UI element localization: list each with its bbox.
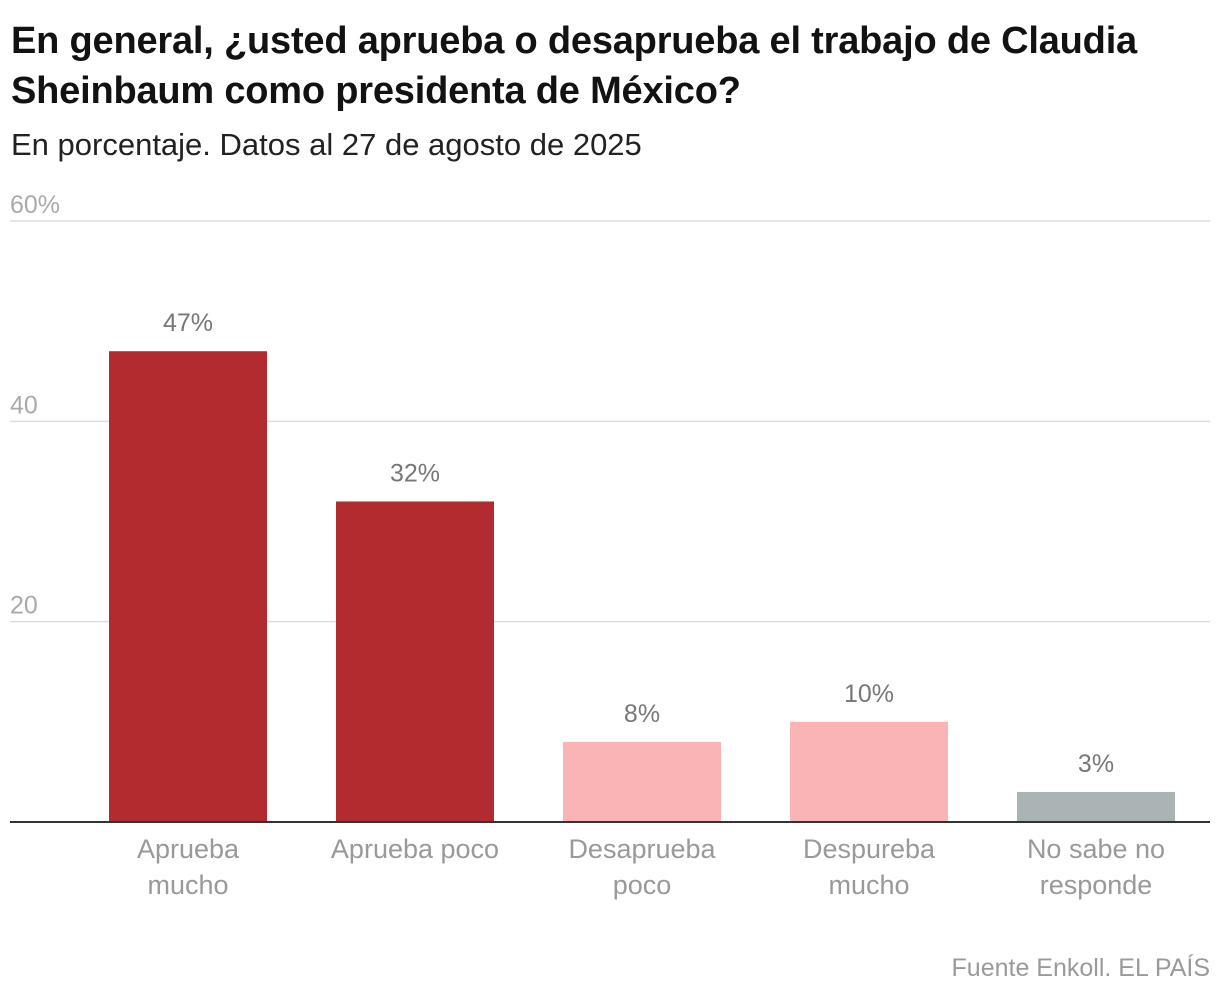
bar bbox=[563, 741, 721, 822]
source-note: Fuente Enkoll. EL PAÍS bbox=[951, 954, 1210, 982]
y-tick-label: 60% bbox=[10, 191, 60, 219]
x-category-label-line: responde bbox=[1040, 870, 1153, 900]
bar-value-label: 8% bbox=[624, 700, 660, 728]
chart-title: En general, ¿usted aprueba o desaprueba … bbox=[11, 20, 1137, 112]
x-category-label: No sabe no responde bbox=[1027, 834, 1165, 900]
x-category-label-line: mucho bbox=[828, 870, 909, 900]
labels: 47% Aprueba mucho 32% Aprueba poco 8% Desaprue… bbox=[137, 309, 1165, 900]
x-category-label-line: poco bbox=[613, 870, 672, 900]
x-category-label: Despureba mucho bbox=[803, 834, 936, 900]
x-category-label-line: No sabe no bbox=[1027, 834, 1165, 864]
x-category-label: Aprueba mucho bbox=[137, 834, 240, 900]
bar-value-label: 10% bbox=[844, 680, 894, 708]
bar bbox=[336, 501, 494, 822]
bars bbox=[109, 351, 1175, 822]
bar-value-label: 32% bbox=[390, 459, 440, 487]
x-category-label-line: Desaprueba bbox=[568, 834, 716, 864]
bar-value-label: 47% bbox=[163, 309, 213, 337]
x-category-label: Aprueba poco bbox=[331, 834, 499, 864]
chart-subtitle: En porcentaje. Datos al 27 de agosto de … bbox=[11, 127, 642, 162]
x-category-label-line: mucho bbox=[147, 870, 228, 900]
bar bbox=[1017, 791, 1175, 822]
x-category-label-line: Despureba bbox=[803, 834, 936, 864]
bar-chart: 20 40 60% 47% Aprueba mucho 32% Aprueba poco 8%… bbox=[10, 191, 1210, 900]
y-tick-label: 20 bbox=[10, 592, 38, 620]
x-category-label-line: Aprueba poco bbox=[331, 834, 499, 864]
bar bbox=[790, 721, 948, 822]
bar-value-label: 3% bbox=[1078, 750, 1114, 778]
x-category-label-line: Aprueba bbox=[137, 834, 240, 864]
x-category-label: Desaprueba poco bbox=[568, 834, 716, 900]
y-tick-label: 40 bbox=[10, 391, 38, 419]
bar bbox=[109, 351, 267, 822]
